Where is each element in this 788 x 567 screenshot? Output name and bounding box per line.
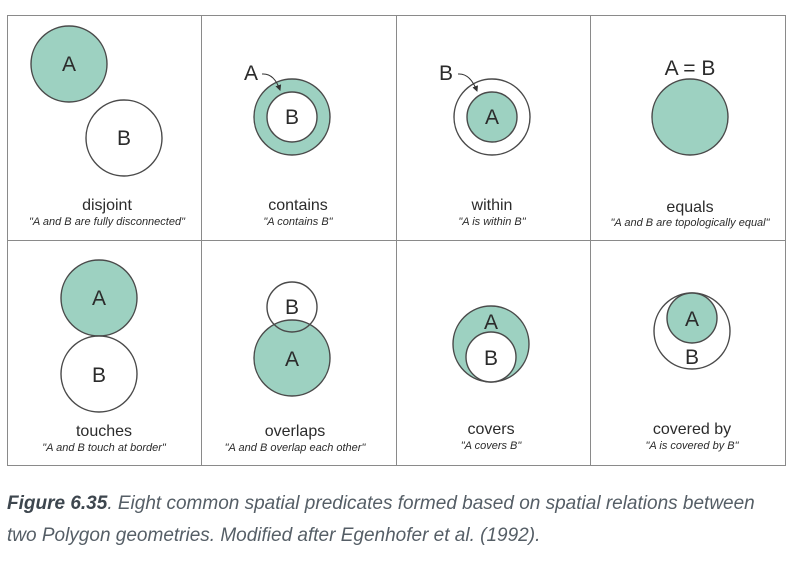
label-a-equals-b: A = B <box>665 57 716 80</box>
cell-description: "A covers B" <box>461 440 523 452</box>
polygon-b <box>85 99 163 177</box>
polygon-a <box>666 292 718 344</box>
label-a: A <box>285 348 299 371</box>
polygon-a <box>253 319 331 397</box>
polygon-a <box>466 91 518 143</box>
pointer-arrow <box>457 73 478 92</box>
cell-description: "A is within B" <box>458 216 526 228</box>
figure-caption: Figure 6.35. Eight common spatial predic… <box>7 488 783 552</box>
polygon-b <box>465 331 517 383</box>
polygon-a-equals-b <box>651 78 729 156</box>
label-a: A <box>485 106 499 129</box>
label-b: B <box>285 296 299 319</box>
cell-title: overlaps <box>265 423 325 440</box>
cell-covers: A B covers "A covers B" <box>452 305 530 452</box>
cell-equals: A = B equals "A and B are topologically … <box>610 57 770 229</box>
label-a: A <box>62 53 76 76</box>
label-b: B <box>92 364 106 387</box>
cell-contains: A B contains "A contains B" <box>244 62 334 228</box>
label-b: B <box>484 347 498 370</box>
label-b: B <box>285 106 299 129</box>
label-a: A <box>92 287 106 310</box>
label-a: A <box>685 308 699 331</box>
caption-text: . Eight common spatial predicates formed… <box>7 493 755 546</box>
polygon-a <box>30 25 108 103</box>
figure-reference: Figure 6.35 <box>7 493 108 514</box>
cell-covered-by: A B covered by "A is covered by B" <box>646 292 740 452</box>
cell-disjoint: A B disjoint "A and B are fully disconne… <box>29 25 186 228</box>
cell-description: "A is covered by B" <box>646 440 740 452</box>
label-b: B <box>685 346 699 369</box>
cell-title: covers <box>467 421 514 438</box>
label-a: A <box>484 311 498 334</box>
label-b: B <box>117 127 131 150</box>
cell-title: touches <box>76 423 132 440</box>
cell-description: "A and B touch at border" <box>42 442 167 454</box>
cell-within: B A within "A is within B" <box>439 62 531 228</box>
cell-description: "A and B are topologically equal" <box>610 217 770 229</box>
polygon-b <box>266 281 318 333</box>
spatial-predicates-figure: A B disjoint "A and B are fully disconne… <box>7 15 786 466</box>
pointer-arrow <box>261 73 282 91</box>
cell-title: disjoint <box>82 197 132 214</box>
cell-description: "A contains B" <box>263 216 333 228</box>
cell-title: covered by <box>653 421 731 438</box>
polygon-b <box>266 91 318 143</box>
cell-touches: A B touches "A and B touch at border" <box>42 259 167 454</box>
grid <box>7 15 786 466</box>
cell-overlaps: B A overlaps "A and B overlap each other… <box>225 281 367 454</box>
cell-title: contains <box>268 197 328 214</box>
label-b-outer: B <box>439 62 453 85</box>
cell-title: within <box>471 197 513 214</box>
cell-description: "A and B overlap each other" <box>225 442 367 454</box>
polygon-b <box>60 335 138 413</box>
cell-description: "A and B are fully disconnected" <box>29 216 186 228</box>
label-a-outer: A <box>244 62 258 85</box>
cell-title: equals <box>666 199 713 216</box>
